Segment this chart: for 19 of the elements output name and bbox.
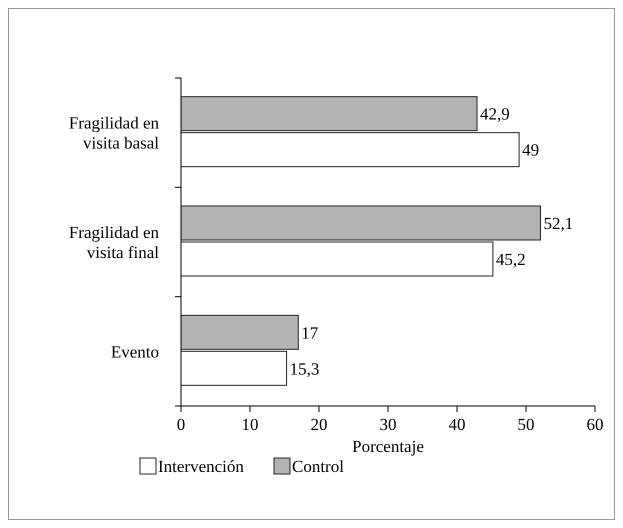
y-tick-label: Fragilidad en visita basal xyxy=(68,114,160,153)
y-tick-label: Evento xyxy=(110,342,159,362)
legend-label: Intervención xyxy=(158,457,244,476)
x-tick-label: 10 xyxy=(242,415,258,434)
data-label: 49 xyxy=(522,140,540,160)
legend-label: Control xyxy=(292,457,344,476)
x-tick-label: 0 xyxy=(176,415,186,434)
data-label: 15,3 xyxy=(290,359,320,378)
x-tick-label: 30 xyxy=(380,415,396,434)
x-tick-label: 20 xyxy=(310,415,328,434)
data-label: 17 xyxy=(301,323,319,342)
x-tick-label: 50 xyxy=(518,415,534,434)
data-label: 42,9 xyxy=(480,104,510,124)
x-axis-title: Porcentaje xyxy=(352,437,424,456)
y-tick-label: Fragilidad en visita final xyxy=(68,223,160,262)
data-label: 52,1 xyxy=(543,214,574,233)
x-tick-label: 60 xyxy=(586,415,604,434)
data-label: 45,2 xyxy=(496,250,526,269)
x-tick-label: 40 xyxy=(448,415,466,434)
